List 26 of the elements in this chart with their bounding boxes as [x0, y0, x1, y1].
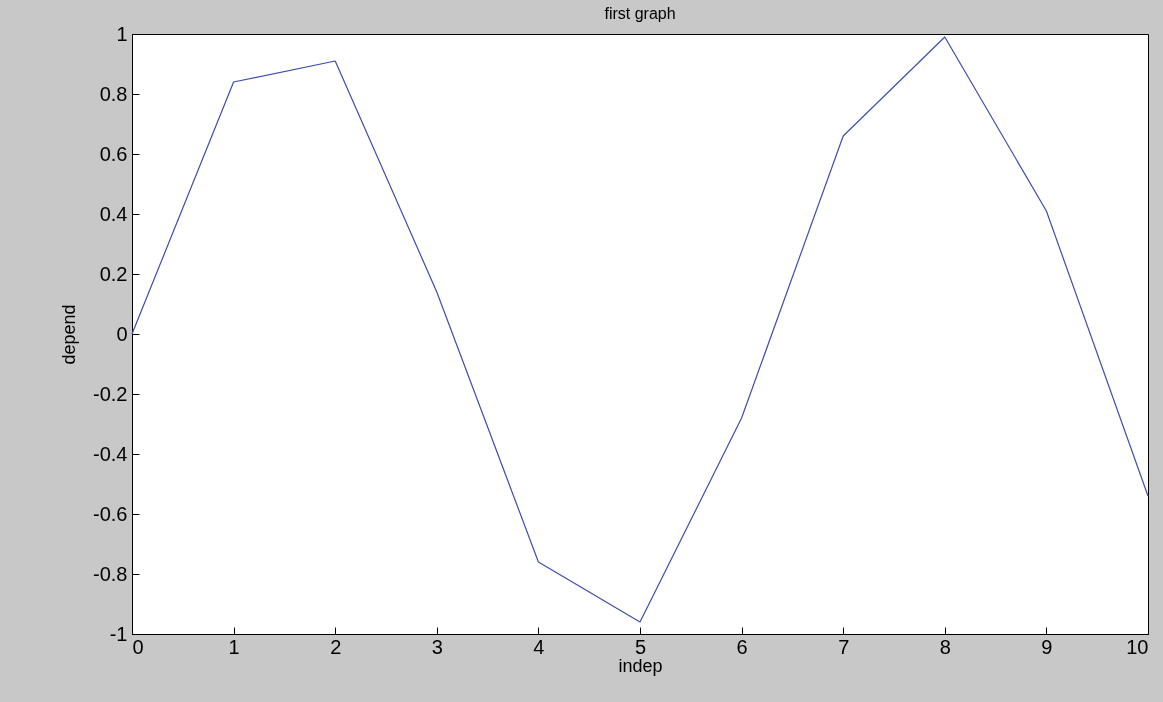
line-series: [131, 36, 1149, 623]
y-tick-label: -0.6: [93, 502, 128, 525]
x-tick-label: 6: [736, 635, 748, 658]
y-tick-label: 0.2: [99, 262, 128, 285]
x-tick-label: 10: [1126, 635, 1149, 658]
y-tick-label: 0: [116, 322, 128, 345]
y-tick-label: 0.8: [99, 82, 128, 105]
y-tick-label: -0.4: [93, 442, 128, 465]
x-axis-title: indep: [618, 655, 663, 676]
x-tick-label: 9: [1041, 635, 1053, 658]
chart-title: first graph: [604, 5, 676, 22]
x-tick-label: 8: [939, 635, 951, 658]
x-tick-label: 0: [132, 635, 144, 658]
y-axis-title: depend: [59, 304, 80, 365]
y-tick-label: -0.2: [93, 382, 128, 405]
x-tick-label: 7: [838, 635, 850, 658]
x-tick-label: 2: [330, 635, 342, 658]
y-tick-label: 0.6: [99, 142, 128, 165]
x-tick-label: 1: [228, 635, 240, 658]
y-tick-label: -1: [109, 622, 128, 645]
y-tick-label: -0.8: [93, 562, 128, 585]
y-tick-label: 0.4: [99, 202, 128, 225]
x-tick-label: 3: [431, 635, 443, 658]
x-tick-label: 4: [533, 635, 545, 658]
y-tick-label: 1: [116, 22, 128, 45]
x-tick-label: 5: [634, 635, 647, 658]
